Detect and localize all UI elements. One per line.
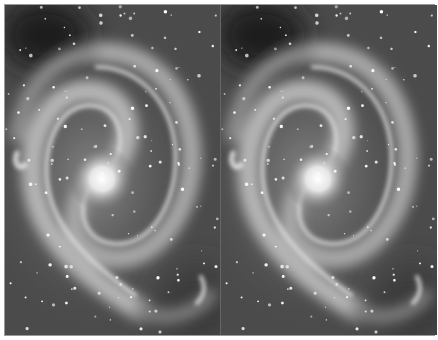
galaxy-image-left [0, 0, 235, 340]
galaxy-image-right [206, 0, 438, 340]
